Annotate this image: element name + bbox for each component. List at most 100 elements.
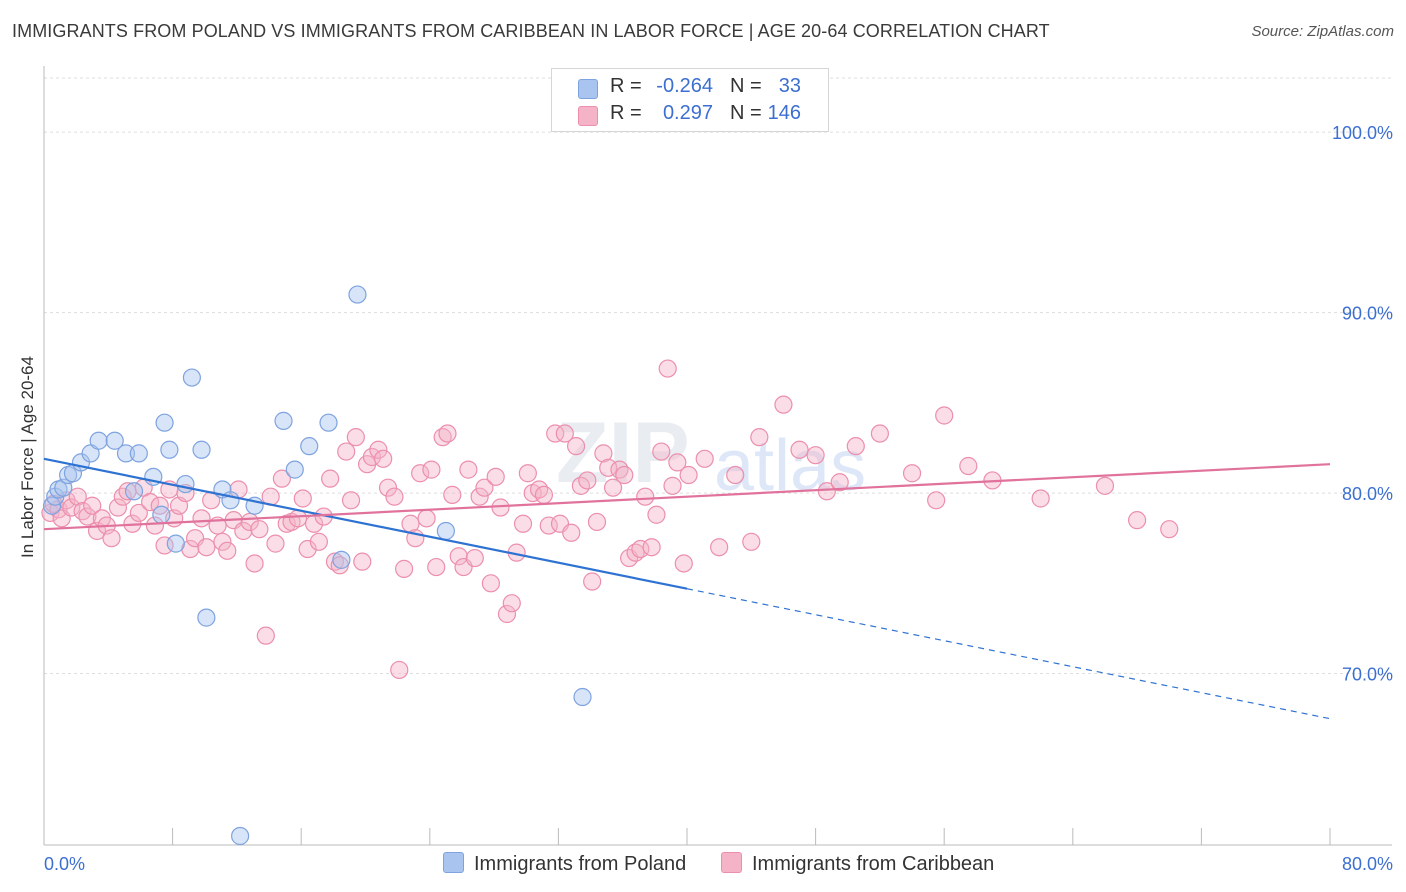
caribbean-point (742, 532, 761, 551)
caribbean-point (145, 516, 165, 535)
poland-point (300, 437, 319, 456)
data-points (41, 285, 1179, 846)
caribbean-point (390, 660, 409, 680)
caribbean-trend-line (43, 463, 1331, 531)
caribbean-point (78, 507, 97, 526)
caribbean-point (636, 487, 655, 506)
poland-point (285, 460, 304, 479)
source-label: Source: ZipAtlas.com (1251, 23, 1394, 40)
legend-r-label: R = (610, 102, 642, 124)
caribbean-point (583, 572, 602, 591)
caribbean-point (679, 465, 698, 485)
watermark: ZIP atlas (556, 405, 866, 506)
poland-point (332, 550, 351, 569)
caribbean-point (750, 428, 769, 447)
caribbean-point (298, 539, 317, 559)
poland-point (348, 285, 367, 304)
caribbean-point (438, 424, 457, 443)
poland-trend-line-extension (686, 588, 1331, 720)
poland-point (319, 413, 338, 432)
caribbean-point (129, 503, 148, 523)
caribbean-point (481, 574, 500, 593)
poland-trend-line (43, 457, 688, 590)
poland-point (182, 368, 201, 387)
y-tick-label: 70.0% (1342, 665, 1393, 685)
caribbean-point (422, 460, 441, 479)
bottom-legend-swatch-caribbean (721, 852, 742, 873)
caribbean-point (870, 424, 890, 443)
chart-title: IMMIGRANTS FROM POLAND VS IMMIGRANTS FRO… (12, 21, 1050, 41)
y-tick-label: 80.0% (1342, 484, 1393, 504)
caribbean-point (578, 471, 597, 490)
caribbean-point (555, 424, 574, 443)
poland-point (197, 608, 216, 627)
caribbean-point (150, 496, 169, 515)
caribbean-point (369, 440, 388, 459)
caribbean-point (513, 514, 533, 533)
caribbean-point (594, 444, 613, 463)
caribbean-point (272, 469, 292, 488)
caribbean-point (213, 532, 232, 551)
caribbean-point (610, 460, 629, 479)
legend-n-label: N = (730, 102, 762, 124)
caribbean-point (806, 446, 825, 465)
watermark-zip: ZIP (556, 405, 690, 501)
watermark-atlas: atlas (714, 426, 866, 506)
caribbean-point (341, 491, 361, 510)
caribbean-point (140, 493, 160, 512)
caribbean-point (530, 480, 549, 499)
caribbean-point (245, 554, 264, 573)
poland-point (436, 521, 455, 541)
caribbean-point (817, 482, 836, 501)
caribbean-point (652, 442, 671, 461)
caribbean-point (631, 539, 650, 559)
caribbean-point (108, 498, 128, 517)
caribbean-point (1160, 520, 1179, 539)
poland-point (573, 687, 592, 707)
caribbean-point (658, 359, 677, 378)
caribbean-point (502, 594, 521, 613)
bottom-legend-caribbean: Immigrants from Caribbean (721, 852, 994, 878)
poland-point (105, 431, 124, 450)
x-tick-label: 80.0% (1342, 854, 1393, 874)
legend-n-value: 33 (778, 75, 801, 97)
legend-swatch-caribbean (578, 106, 598, 126)
caribbean-point (902, 464, 922, 483)
caribbean-point (68, 487, 87, 506)
poland-point (192, 440, 211, 459)
caribbean-point (353, 552, 372, 571)
caribbean-point (411, 464, 430, 483)
caribbean-point (385, 487, 404, 506)
poland-point (152, 505, 171, 524)
caribbean-point (959, 456, 978, 476)
x-tick-label: 0.0% (44, 854, 85, 874)
caribbean-point (695, 449, 714, 468)
caribbean-point (256, 626, 275, 645)
gridlines (44, 77, 1392, 675)
caribbean-point (192, 509, 211, 528)
caribbean-point (1095, 476, 1115, 495)
caribbean-point (491, 498, 510, 517)
poland-point (231, 826, 250, 846)
caribbean-point (710, 538, 729, 557)
caribbean-point (346, 428, 365, 447)
legend-n-label: N = (730, 75, 762, 97)
caribbean-point (234, 521, 253, 541)
caribbean-point (518, 464, 537, 483)
caribbean-point (1031, 489, 1050, 508)
bottom-legend-label-caribbean: Immigrants from Caribbean (752, 853, 995, 875)
caribbean-point (465, 548, 484, 568)
caribbean-point (427, 557, 446, 577)
legend-swatch-poland (578, 79, 598, 99)
poland-point (274, 411, 293, 430)
caribbean-point (218, 541, 237, 560)
poland-point (176, 474, 195, 494)
caribbean-point (615, 465, 634, 485)
caribbean-point (443, 485, 462, 504)
caribbean-point (935, 406, 954, 425)
caribbean-point (830, 473, 849, 492)
bottom-legend-label-poland: Immigrants from Poland (474, 853, 687, 875)
caribbean-point (927, 491, 946, 510)
caribbean-point (668, 453, 687, 472)
